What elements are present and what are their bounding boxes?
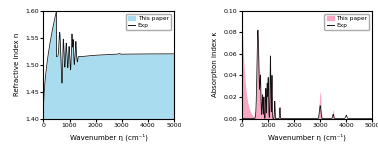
Y-axis label: Refractive index n: Refractive index n: [14, 33, 20, 96]
X-axis label: Wavenumber η (cm⁻¹): Wavenumber η (cm⁻¹): [70, 133, 148, 141]
Legend: This paper, Exp: This paper, Exp: [126, 14, 171, 30]
Y-axis label: Absorption index κ: Absorption index κ: [212, 32, 218, 97]
Legend: This paper, Exp: This paper, Exp: [324, 14, 369, 30]
X-axis label: Wavenumber η (cm⁻¹): Wavenumber η (cm⁻¹): [268, 133, 346, 141]
